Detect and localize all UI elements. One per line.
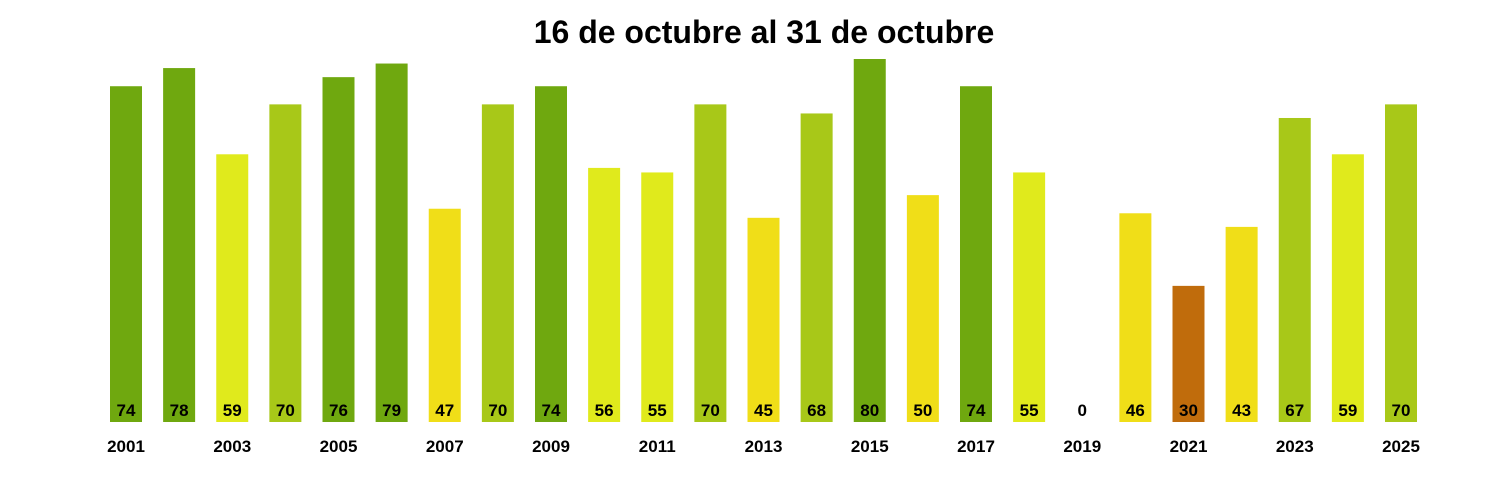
value-label-2010: 56	[595, 401, 614, 420]
bar-2022	[1225, 226, 1258, 422]
bar-2006	[375, 63, 408, 422]
value-label-2017: 74	[967, 401, 986, 420]
value-label-2012: 70	[701, 401, 720, 420]
value-label-2008: 70	[488, 401, 507, 420]
value-labels-group: 74 78 59 70 76 79 47 70 74 56 55 70 45 68 80 50 74 55 0 46 3…	[117, 401, 1411, 420]
bar-2012	[694, 104, 727, 422]
value-label-2015: 80	[860, 401, 879, 420]
bar-2009	[535, 86, 567, 422]
bar-2025	[1385, 104, 1417, 422]
x-axis-labels-group: 2001 2003 2005 2007 2009 2011 2013 2015 2017 2019…	[107, 437, 1420, 456]
bar-2015	[853, 59, 886, 422]
value-label-2009: 74	[542, 401, 561, 420]
x-tick-label-2023: 2023	[1276, 437, 1314, 456]
x-tick-label-2021: 2021	[1170, 437, 1208, 456]
x-tick-label-2019: 2019	[1063, 437, 1101, 456]
value-label-2002: 78	[170, 401, 189, 420]
value-label-2020: 46	[1126, 401, 1145, 420]
bar-2021	[1172, 285, 1205, 422]
value-label-2011: 55	[648, 401, 667, 420]
bar-2016	[906, 195, 939, 422]
value-label-2001: 74	[117, 401, 136, 420]
bar-2005	[322, 77, 355, 423]
bar-2017	[960, 86, 992, 422]
bar-2020	[1119, 213, 1152, 422]
x-tick-label-2009: 2009	[532, 437, 570, 456]
value-label-2024: 59	[1338, 401, 1357, 420]
value-label-2019: 0	[1078, 401, 1087, 420]
x-tick-label-2005: 2005	[320, 437, 358, 456]
value-label-2018: 55	[1020, 401, 1039, 420]
bar-2014	[800, 113, 833, 422]
bar-2011	[641, 172, 674, 422]
bar-2010	[588, 167, 621, 422]
bar-2018	[1013, 172, 1046, 422]
bar-2024	[1331, 154, 1364, 422]
bars-group	[110, 59, 1417, 423]
bar-2004	[269, 104, 302, 422]
value-label-2025: 70	[1392, 401, 1411, 420]
x-tick-label-2025: 2025	[1382, 437, 1420, 456]
x-tick-label-2013: 2013	[745, 437, 783, 456]
value-label-2005: 76	[329, 401, 348, 420]
bar-2002	[163, 68, 196, 422]
x-tick-label-2007: 2007	[426, 437, 464, 456]
value-label-2007: 47	[435, 401, 454, 420]
x-tick-label-2011: 2011	[639, 437, 676, 456]
value-label-2022: 43	[1232, 401, 1251, 420]
bar-2001	[110, 86, 142, 422]
bar-2007	[428, 208, 461, 422]
chart-title: 16 de octubre al 31 de octubre	[534, 14, 995, 50]
x-tick-label-2015: 2015	[851, 437, 889, 456]
value-label-2023: 67	[1285, 401, 1304, 420]
value-label-2013: 45	[754, 401, 773, 420]
value-label-2016: 50	[913, 401, 932, 420]
value-label-2004: 70	[276, 401, 295, 420]
bar-2003	[216, 154, 249, 422]
value-label-2003: 59	[223, 401, 242, 420]
value-label-2021: 30	[1179, 401, 1198, 420]
bar-2023	[1278, 117, 1311, 423]
bar-2013	[747, 217, 780, 422]
x-tick-label-2017: 2017	[957, 437, 995, 456]
value-label-2006: 79	[382, 401, 401, 420]
x-tick-label-2003: 2003	[213, 437, 251, 456]
bar-2008	[481, 104, 514, 422]
x-tick-label-2001: 2001	[107, 437, 145, 456]
value-label-2014: 68	[807, 401, 826, 420]
